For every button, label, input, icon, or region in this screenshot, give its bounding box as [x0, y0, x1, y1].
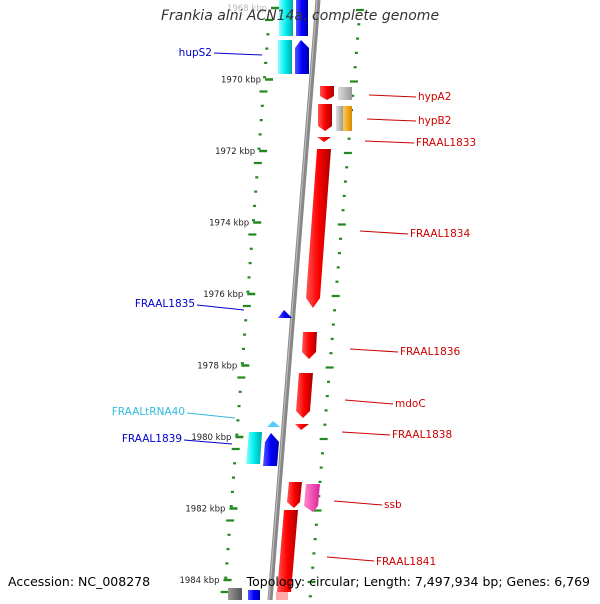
- label-mdoC: mdoC: [395, 398, 426, 410]
- label-hupS2: hupS2: [179, 47, 212, 59]
- leader-FRAAL1836: [349, 348, 399, 353]
- gene-glyph-hypB2: [318, 104, 332, 131]
- gene-glyph-FRAAL1833: [317, 137, 331, 142]
- genome-backbone: [267, 0, 321, 601]
- tick-label: 1980 kbp: [191, 433, 231, 443]
- tick-label: 1970 kbp: [221, 76, 261, 86]
- gene-glyph-hypA2: [320, 86, 334, 100]
- leader-FRAAL1839: [183, 439, 233, 445]
- tick-label: 1968 kbp: [227, 4, 267, 14]
- gene-glyph-mdoC: [296, 373, 313, 418]
- gene-glyph-FRAALtRNA40: [267, 421, 280, 427]
- gene-glyph-cyan-1839: [246, 432, 262, 464]
- leader-mdoC: [344, 399, 394, 405]
- leader-FRAAL1835: [196, 304, 245, 311]
- tick-label: 1972 kbp: [215, 147, 255, 157]
- dotted-guides: [220, 8, 364, 598]
- gene-glyph-ssb: [304, 484, 320, 512]
- gene-glyph-FRAAL1834: [306, 149, 331, 308]
- label-FRAAL1833: FRAAL1833: [416, 137, 476, 149]
- feature-labels: hupS2 hypA2 hypB2 FRAAL1833 FRAAL1834 FR…: [112, 47, 476, 568]
- label-hypA2: hypA2: [418, 91, 451, 103]
- gene-glyph-orange: [343, 106, 352, 131]
- gene-glyph-bottom-pink: [276, 592, 288, 600]
- leader-FRAAL1841: [326, 556, 375, 562]
- gene-glyph-FRAAL1836: [302, 332, 317, 359]
- leader-FRAAL1834: [359, 230, 409, 235]
- leader-hypA2: [368, 94, 417, 98]
- leader-hupS2: [213, 52, 263, 56]
- label-FRAAL1839: FRAAL1839: [122, 433, 182, 445]
- gene-glyphs: [228, 0, 352, 600]
- gene-glyph-hupS2-cyan: [278, 40, 292, 74]
- gene-glyph-hupS2: [295, 40, 309, 74]
- gene-glyph-top-cyan: [279, 0, 293, 36]
- label-FRAAL1838: FRAAL1838: [392, 429, 452, 441]
- gene-glyph-bottom-blue: [248, 590, 260, 600]
- label-ssb: ssb: [384, 499, 402, 511]
- gene-glyph-FRAAL1835: [278, 310, 292, 318]
- label-FRAALtRNA40: FRAALtRNA40: [112, 406, 185, 418]
- label-FRAAL1834: FRAAL1834: [410, 228, 470, 240]
- gene-glyph-FRAAL1838: [295, 424, 309, 430]
- topology-text: Topology: circular; Length: 7,497,934 bp…: [246, 574, 590, 589]
- gene-glyph-FRAAL1841: [277, 510, 298, 592]
- tick-label: 1976 kbp: [203, 290, 243, 300]
- leader-hypB2: [366, 118, 417, 122]
- genome-backbone-highlight: [268, 0, 318, 601]
- leader-ssb: [333, 500, 383, 506]
- gene-glyph-gray-2: [336, 106, 343, 131]
- tick-label: 1978 kbp: [197, 362, 237, 372]
- gene-glyph-gray: [338, 87, 352, 100]
- tick-label: 1982 kbp: [185, 505, 225, 515]
- label-hypB2: hypB2: [418, 115, 451, 127]
- label-FRAAL1841: FRAAL1841: [376, 556, 436, 568]
- label-leader-lines: [183, 52, 417, 562]
- label-FRAAL1835: FRAAL1835: [135, 298, 195, 310]
- tick-label: 1974 kbp: [209, 219, 249, 229]
- leader-FRAAL1833: [364, 140, 415, 144]
- tick-label: 1984 kbp: [179, 576, 219, 586]
- gene-glyph-red-ssb: [287, 482, 302, 508]
- tick-marks: 1968 kbp 1970 kbp 1972 kbp 1974 kbp 1976 kbp…: [179, 4, 279, 586]
- gene-glyph-FRAAL1839: [263, 433, 279, 466]
- map-title: Frankia alni ACN14a, complete genome: [160, 8, 440, 24]
- gene-glyph-bottom-gray: [228, 588, 242, 600]
- accession-text: Accession: NC_008278: [8, 574, 151, 589]
- gene-glyph-top-blue: [296, 0, 308, 36]
- label-FRAAL1836: FRAAL1836: [400, 346, 460, 358]
- leader-FRAALtRNA40: [186, 412, 236, 419]
- leader-FRAAL1838: [341, 431, 391, 436]
